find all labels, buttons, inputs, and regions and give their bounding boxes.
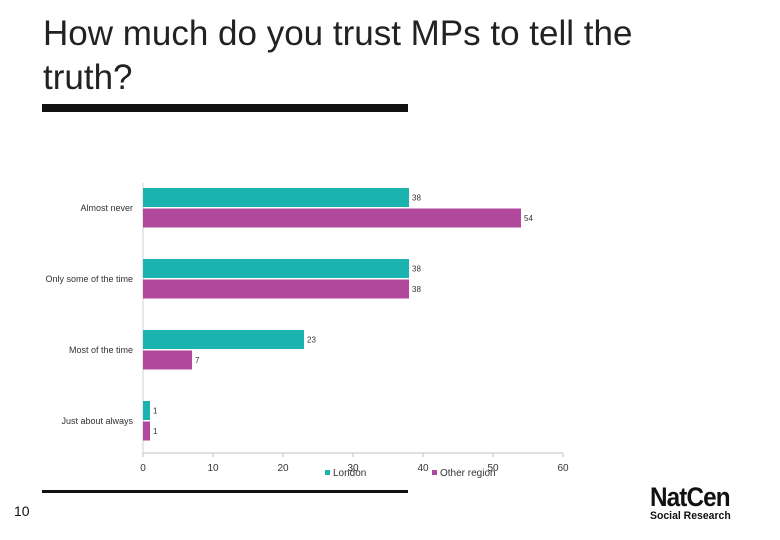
legend-label: Other region xyxy=(440,468,496,479)
x-tick-label: 30 xyxy=(347,463,359,474)
title-underline xyxy=(42,104,408,112)
data-label: 23 xyxy=(307,336,316,345)
x-tick-label: 10 xyxy=(207,463,219,474)
data-label: 38 xyxy=(412,194,421,203)
bar xyxy=(143,259,409,278)
data-label: 38 xyxy=(412,265,421,274)
page-number: 10 xyxy=(14,503,30,519)
legend-swatch xyxy=(432,470,437,475)
x-tick-label: 40 xyxy=(417,463,429,474)
logo-wordmark: NatCen xyxy=(650,482,731,512)
data-label: 1 xyxy=(153,427,158,436)
x-tick-label: 60 xyxy=(557,463,569,474)
data-label: 38 xyxy=(412,285,421,294)
data-label: 54 xyxy=(524,214,533,223)
data-label: 7 xyxy=(195,356,200,365)
natcen-logo: NatCen Social Research xyxy=(650,482,750,523)
bar xyxy=(143,188,409,207)
slide-title: How much do you trust MPs to tell the tr… xyxy=(43,14,633,97)
x-tick-label: 20 xyxy=(277,463,289,474)
category-label: Only some of the time xyxy=(45,274,133,284)
x-tick-label: 50 xyxy=(487,463,499,474)
bar xyxy=(143,330,304,349)
bar xyxy=(143,208,521,228)
logo-subtitle: Social Research xyxy=(650,510,731,522)
category-label: Just about always xyxy=(61,416,133,426)
bar xyxy=(143,401,150,420)
data-label: 1 xyxy=(153,407,158,416)
category-label: Most of the time xyxy=(69,345,133,355)
legend-swatch xyxy=(325,470,330,475)
legend-label: London xyxy=(333,468,366,479)
bar xyxy=(143,350,192,370)
category-label: Almost never xyxy=(80,203,133,213)
bar xyxy=(143,279,409,299)
bar xyxy=(143,421,150,441)
footer-rule xyxy=(42,490,408,493)
x-tick-label: 0 xyxy=(140,463,146,474)
